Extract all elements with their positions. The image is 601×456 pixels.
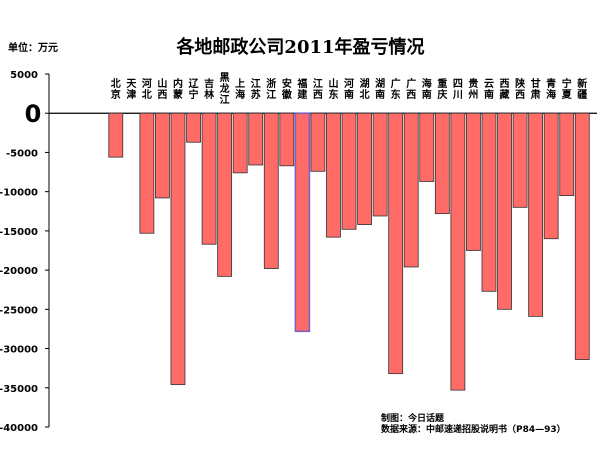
y-tick-label: 0 — [25, 100, 42, 128]
bar-上海 — [232, 112, 248, 174]
bar-湖北 — [357, 112, 372, 226]
bar-四川 — [450, 112, 466, 391]
category-labels: 北京天津河北山西内蒙辽宁吉林黑龙江上海江苏浙江安徽福建江西山东河南湖北湖南广东广… — [111, 72, 587, 106]
category-label: 广东 — [391, 77, 401, 101]
bar-甘肃 — [528, 112, 544, 317]
bar-宁夏 — [559, 112, 575, 196]
y-tick-label: -25000 — [0, 305, 38, 316]
bar-海南 — [419, 112, 435, 182]
bar-安徽 — [279, 112, 295, 167]
bar-江西 — [310, 112, 326, 172]
category-label: 福建 — [296, 77, 308, 101]
category-label: 重庆 — [436, 77, 447, 101]
category-label: 北京 — [111, 77, 121, 101]
category-label: 甘肃 — [531, 77, 541, 101]
bar-吉林 — [201, 112, 217, 245]
category-label: 山西 — [157, 77, 167, 101]
y-tick-label: -10000 — [0, 188, 38, 199]
category-label: 安徽 — [281, 77, 293, 101]
category-label: 内蒙 — [173, 77, 183, 101]
category-label: 天津 — [126, 78, 137, 101]
category-label: 西藏 — [500, 78, 510, 101]
bar-湖南 — [372, 112, 388, 217]
category-label: 上海 — [235, 77, 245, 101]
bar-云南 — [481, 112, 497, 292]
category-label: 山东 — [328, 77, 338, 101]
category-label: 辽宁 — [189, 78, 200, 101]
bar-福建 — [294, 112, 311, 333]
category-label: 宁夏 — [561, 77, 573, 101]
footnote-source: 数据来源：中邮速递招股说明书（P84—93） — [381, 425, 566, 435]
category-label: 湖南 — [375, 77, 385, 101]
category-label: 云南 — [484, 78, 494, 101]
y-tick-label: -5000 — [6, 148, 38, 159]
bar-青海 — [543, 112, 559, 240]
bar-辽宁 — [186, 112, 201, 143]
category-label: 河北 — [142, 78, 152, 101]
category-label: 四川 — [452, 78, 463, 101]
bar-广东 — [388, 112, 404, 375]
y-tick-label: -40000 — [0, 423, 38, 434]
bar-浙江 — [263, 112, 279, 269]
category-label: 海南 — [422, 77, 432, 101]
footnote-author: 制图：今日话题 — [381, 414, 445, 424]
bar-内蒙 — [170, 112, 186, 386]
category-label: 新疆 — [577, 77, 587, 101]
category-label: 吉林 — [204, 77, 215, 101]
category-label: 贵州 — [467, 77, 478, 101]
bar-北京 — [108, 112, 124, 158]
y-tick-label: 5000 — [10, 70, 38, 81]
y-tick-label: -20000 — [0, 266, 38, 277]
y-tick-label: -35000 — [0, 384, 38, 395]
chart-title: 各地邮政公司2011年盈亏情况 — [176, 37, 425, 58]
category-label: 黑龙江 — [219, 72, 230, 106]
category-label: 河南 — [344, 78, 354, 101]
bars-group — [108, 112, 590, 391]
unit-label: 单位：万元 — [8, 43, 58, 54]
bar-江苏 — [248, 112, 264, 166]
y-tick-label: -30000 — [0, 345, 38, 356]
bar-河南 — [341, 112, 357, 230]
category-label: 江苏 — [251, 77, 261, 101]
bar-山东 — [326, 112, 341, 238]
category-label: 青海 — [546, 77, 556, 101]
bar-山西 — [155, 112, 170, 199]
category-label: 湖北 — [360, 77, 370, 101]
bar-黑龙江 — [217, 112, 233, 277]
bar-河北 — [139, 112, 155, 234]
bar-陕西 — [512, 112, 528, 208]
bar-贵州 — [466, 112, 481, 251]
category-label: 江西 — [313, 77, 323, 101]
category-label: 陕西 — [515, 77, 525, 101]
bar-西藏 — [497, 112, 512, 310]
bar-重庆 — [434, 112, 450, 215]
y-tick-label: -15000 — [0, 227, 38, 238]
bar-新疆 — [574, 112, 590, 360]
category-label: 广西 — [406, 77, 416, 101]
category-label: 浙江 — [266, 77, 276, 101]
bar-广西 — [403, 112, 419, 268]
